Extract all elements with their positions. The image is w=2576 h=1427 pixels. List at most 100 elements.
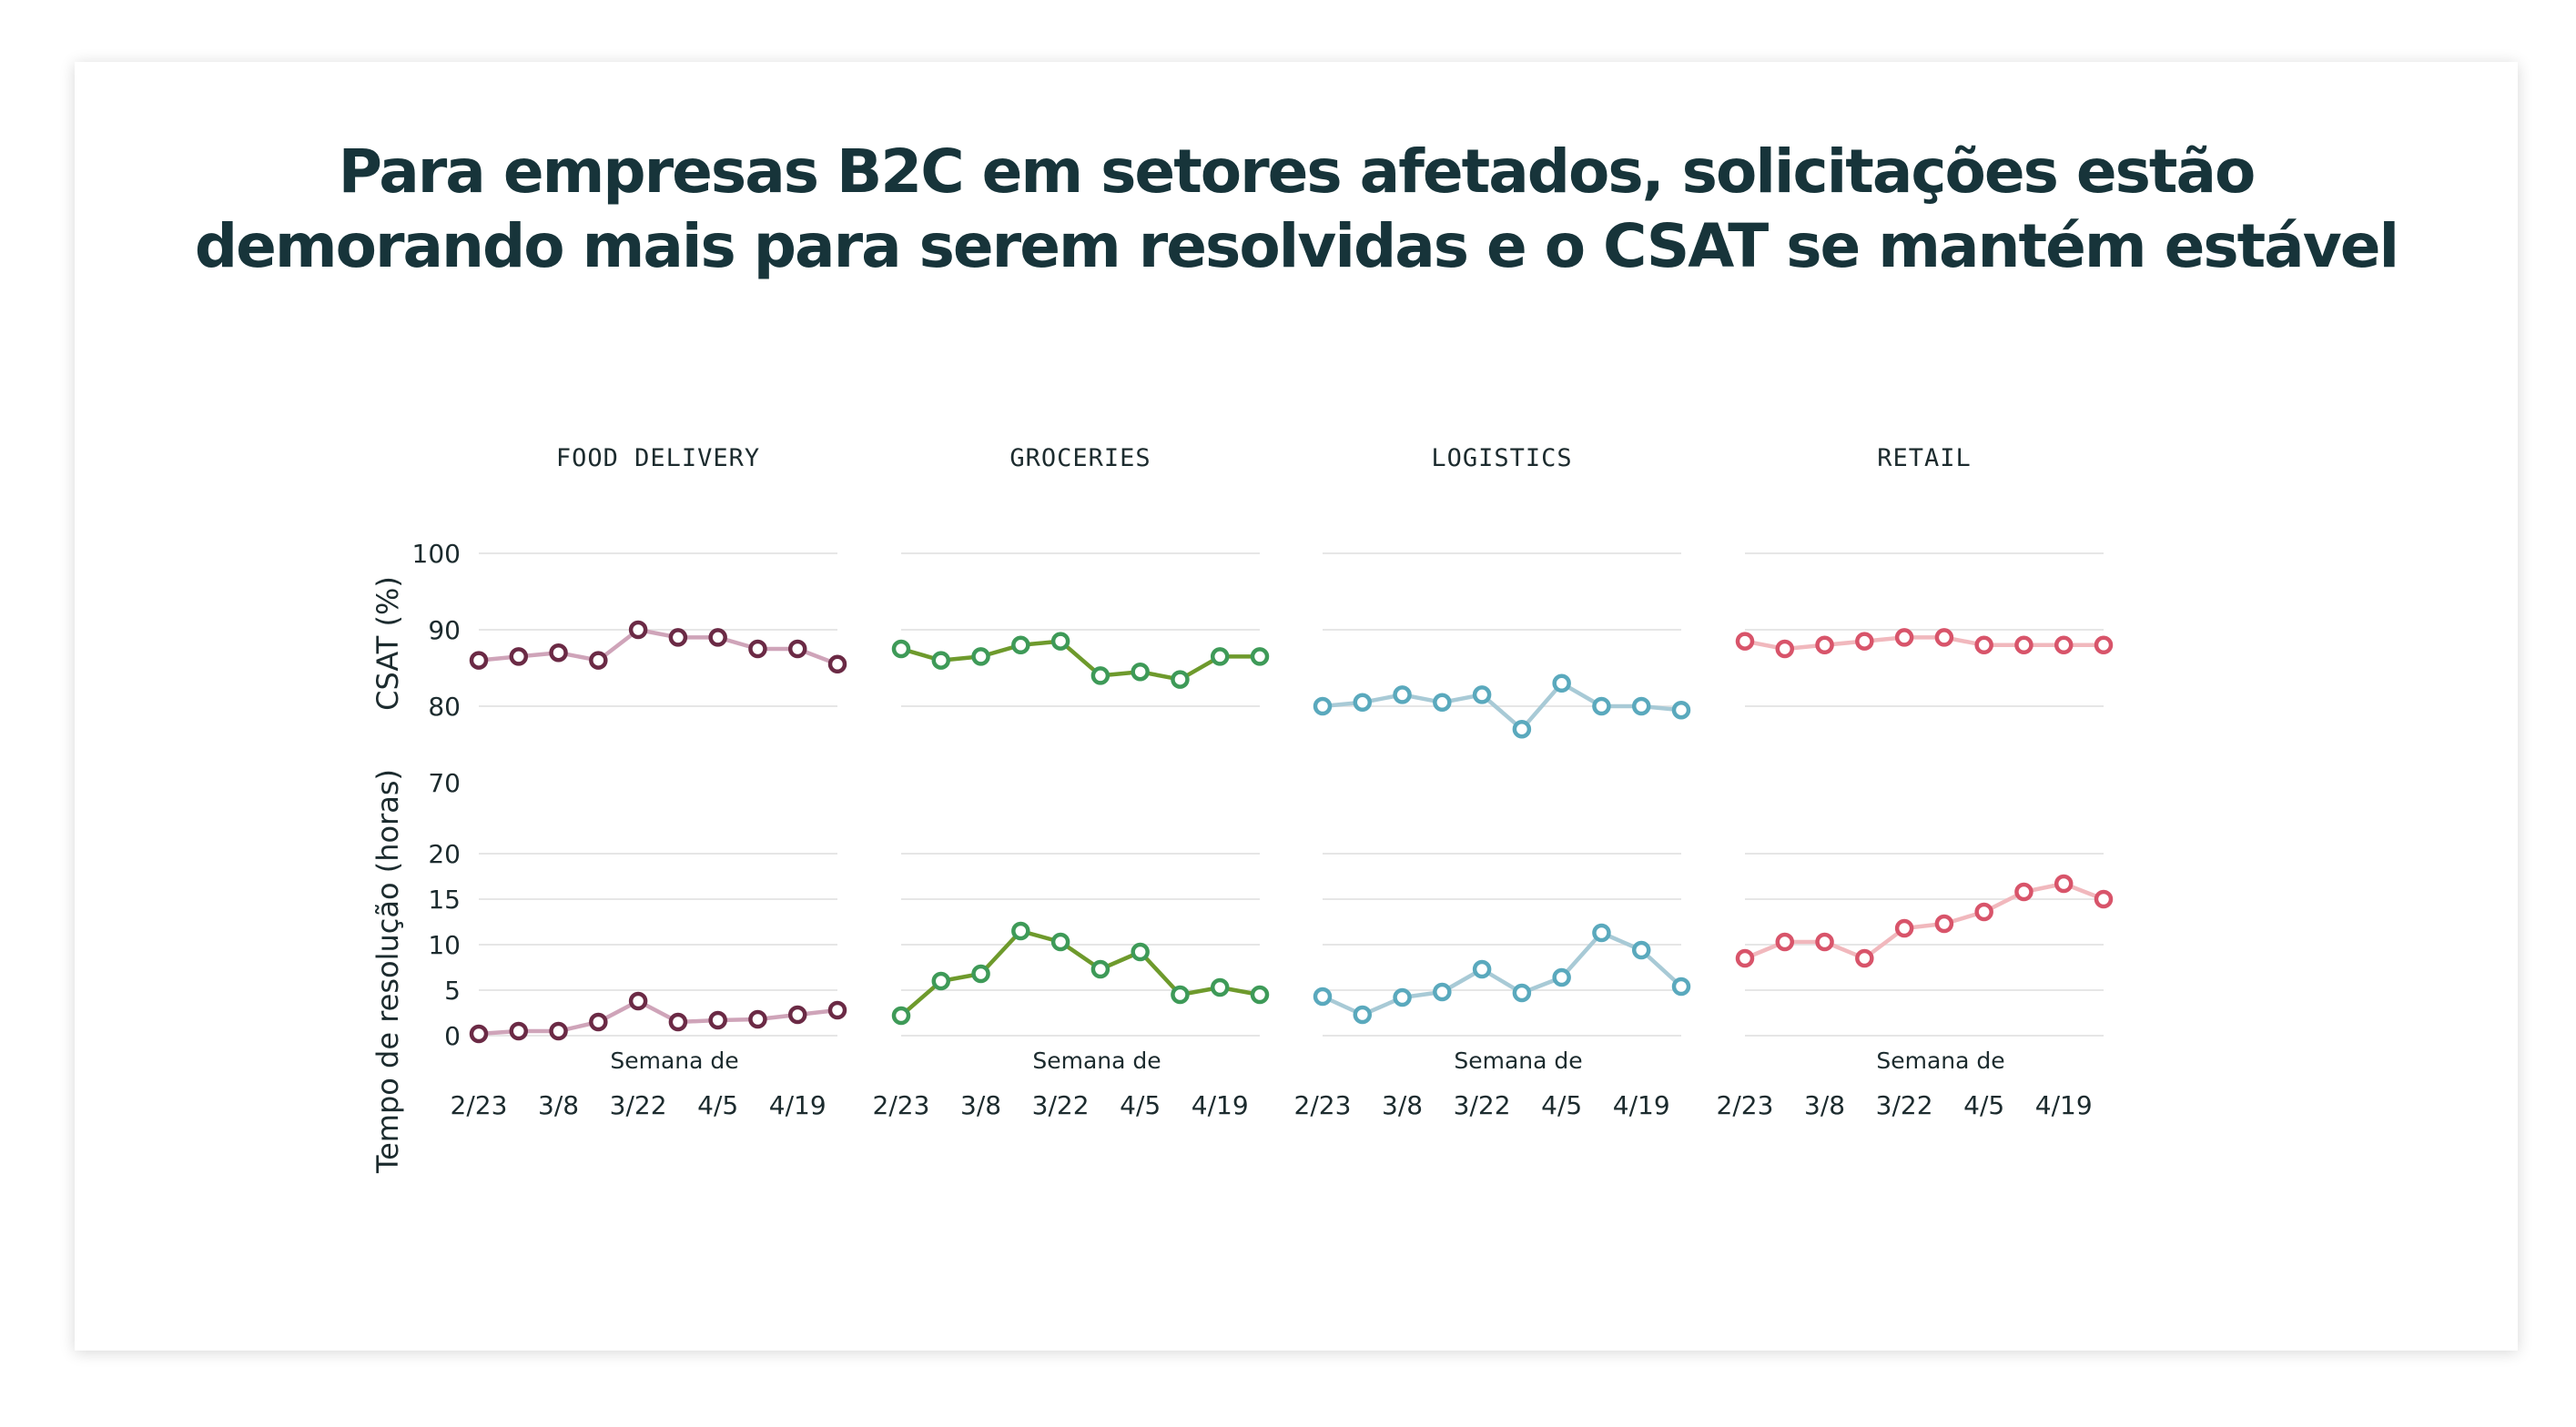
resolution-y-tick-label: 5 [444, 976, 461, 1006]
resolution-point-retail [2014, 882, 2033, 902]
resolution-point-retail [2094, 889, 2114, 909]
csat-y-tick-label: 90 [428, 615, 461, 645]
csat-point-groceries [1250, 647, 1270, 666]
resolution-point-logistics [1433, 982, 1452, 1002]
csat-point-groceries [1050, 632, 1070, 651]
csat-line-logistics [1322, 681, 1682, 732]
csat-point-groceries [1171, 670, 1190, 689]
x-tick-label-logistics: 3/22 [1454, 1090, 1511, 1120]
x-tick-label-food-delivery: 3/22 [610, 1090, 667, 1120]
csat-point-logistics [1313, 696, 1333, 716]
resolution-point-food-delivery [628, 991, 648, 1011]
csat-point-groceries [1090, 666, 1111, 685]
csat-point-logistics [1671, 700, 1691, 720]
csat-line-groceries [900, 639, 1260, 682]
csat-line-retail [1744, 635, 2104, 652]
csat-point-retail [1855, 632, 1874, 651]
csat-y-tick-label: 100 [412, 539, 461, 569]
csat-point-logistics [1353, 693, 1373, 713]
x-tick-label-logistics: 2/23 [1294, 1090, 1352, 1120]
csat-point-retail [2094, 635, 2114, 655]
csat-point-food-delivery [469, 651, 489, 670]
x-tick-label-retail: 3/8 [1804, 1090, 1845, 1120]
csat-y-axis-title: CSAT (%) [370, 576, 405, 711]
csat-point-food-delivery [549, 643, 568, 663]
resolution-point-food-delivery [748, 1009, 767, 1029]
csat-point-retail [1815, 635, 1834, 655]
resolution-line-retail [1744, 881, 2104, 961]
x-tick-label-food-delivery: 3/8 [538, 1090, 579, 1120]
resolution-point-food-delivery [708, 1010, 727, 1030]
csat-point-retail [1735, 632, 1755, 651]
csat-point-food-delivery [668, 628, 688, 647]
resolution-point-logistics [1552, 967, 1571, 987]
resolution-point-logistics [1353, 1005, 1373, 1025]
csat-point-groceries [891, 639, 911, 659]
csat-point-groceries [931, 651, 951, 670]
resolution-point-retail [1855, 948, 1874, 968]
resolution-y-tick-label: 15 [428, 885, 461, 915]
csat-point-retail [1775, 639, 1795, 659]
csat-point-logistics [1592, 696, 1611, 716]
resolution-point-logistics [1472, 959, 1492, 979]
resolution-point-groceries [971, 964, 990, 984]
csat-point-food-delivery [589, 651, 608, 670]
csat-point-logistics [1512, 719, 1532, 739]
resolution-point-groceries [1210, 977, 1230, 997]
resolution-point-logistics [1512, 983, 1532, 1003]
resolution-point-food-delivery [827, 1000, 847, 1020]
resolution-point-retail [1775, 932, 1795, 952]
resolution-line-logistics [1322, 930, 1683, 1017]
resolution-point-retail [2054, 874, 2074, 894]
resolution-point-groceries [891, 1006, 911, 1026]
x-tick-label-logistics: 4/5 [1541, 1090, 1582, 1120]
x-tick-label-food-delivery: 4/5 [697, 1090, 738, 1120]
panel-title-retail: RETAIL [1877, 444, 1972, 472]
panel-title-food-delivery: FOOD DELIVERY [556, 444, 760, 472]
resolution-point-food-delivery [509, 1021, 529, 1041]
csat-point-retail [2014, 635, 2033, 655]
resolution-point-retail [1735, 948, 1755, 968]
x-tick-label-retail: 4/19 [2035, 1090, 2093, 1120]
resolution-y-axis-title: Tempo de resolução (horas) [370, 769, 405, 1174]
resolution-point-logistics [1592, 923, 1611, 943]
x-axis-title-logistics: Semana de [1454, 1047, 1582, 1074]
x-tick-label-logistics: 4/19 [1613, 1090, 1670, 1120]
chart-title-line-1: Para empresas B2C em setores afetados, s… [338, 137, 2257, 207]
csat-point-groceries [1210, 647, 1230, 666]
resolution-point-food-delivery [549, 1021, 568, 1041]
resolution-point-logistics [1631, 940, 1651, 960]
resolution-point-groceries [1131, 942, 1150, 962]
csat-point-food-delivery [708, 628, 727, 647]
resolution-line-groceries [899, 928, 1261, 1017]
x-tick-label-groceries: 4/19 [1192, 1090, 1249, 1120]
csat-line-food-delivery [478, 627, 838, 666]
x-axis-title-food-delivery: Semana de [610, 1047, 738, 1074]
panel-title-groceries: GROCERIES [1009, 444, 1151, 472]
resolution-point-food-delivery [668, 1012, 688, 1032]
csat-point-logistics [1393, 685, 1412, 704]
resolution-point-logistics [1671, 977, 1691, 997]
resolution-point-groceries [1171, 985, 1190, 1005]
csat-point-logistics [1433, 693, 1452, 713]
x-axis-title-retail: Semana de [1876, 1047, 2004, 1074]
x-tick-label-food-delivery: 2/23 [451, 1090, 508, 1120]
chart-title: Para empresas B2C em setores afetados, s… [75, 135, 2518, 284]
csat-y-tick-label: 80 [428, 692, 461, 722]
panel-title-logistics: LOGISTICS [1431, 444, 1572, 472]
csat-point-retail [2054, 635, 2074, 655]
csat-point-groceries [971, 647, 990, 666]
csat-point-retail [1894, 628, 1914, 647]
resolution-point-food-delivery [787, 1005, 807, 1025]
x-tick-label-retail: 3/22 [1876, 1090, 1933, 1120]
resolution-point-groceries [931, 971, 951, 991]
x-tick-label-retail: 4/5 [1963, 1090, 2004, 1120]
resolution-point-groceries [1011, 921, 1030, 941]
csat-point-food-delivery [748, 639, 767, 659]
resolution-y-tick-label: 0 [444, 1021, 461, 1051]
resolution-point-groceries [1250, 985, 1270, 1005]
csat-point-logistics [1552, 673, 1571, 693]
resolution-line-food-delivery [478, 998, 838, 1037]
resolution-point-food-delivery [469, 1024, 489, 1044]
resolution-point-retail [1894, 918, 1914, 938]
